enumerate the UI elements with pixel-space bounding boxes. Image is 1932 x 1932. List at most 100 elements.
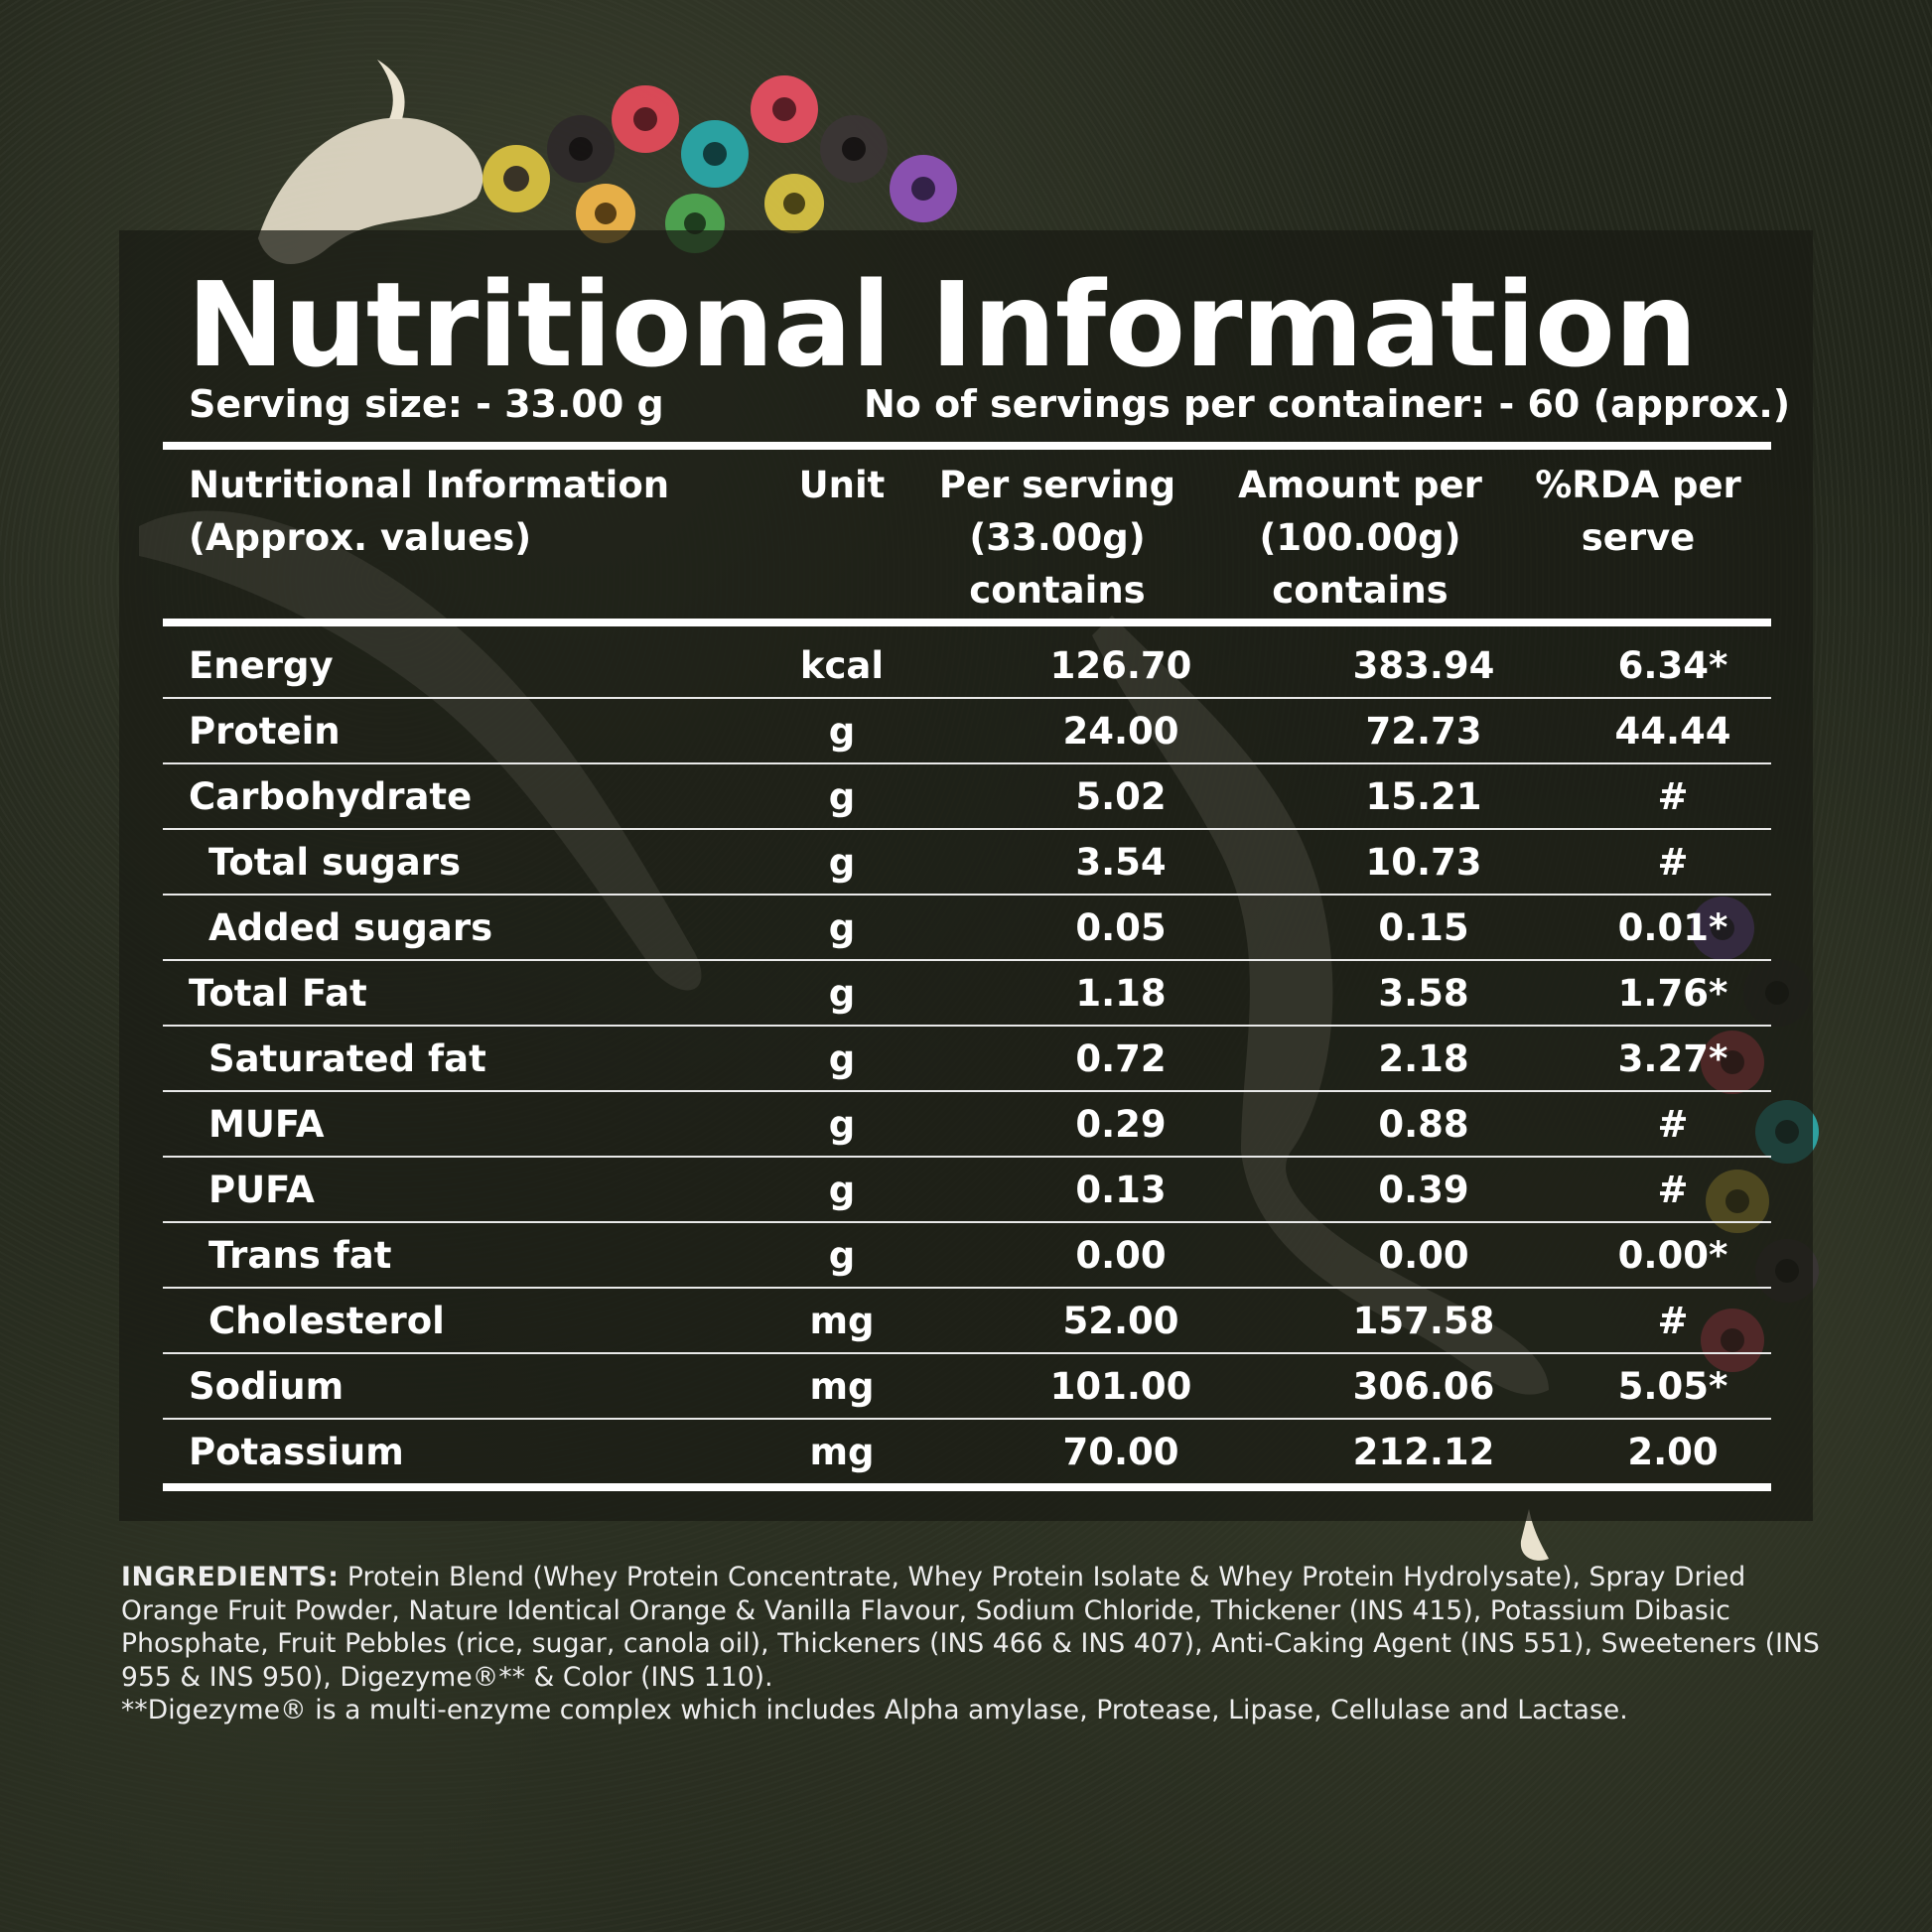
per-100g-value: 157.58: [1352, 1300, 1495, 1342]
nutrient-unit: g: [828, 906, 856, 949]
row-divider: [163, 894, 1771, 896]
row-divider: [163, 1352, 1771, 1354]
per-100g-value: 306.06: [1352, 1365, 1495, 1408]
header-nutrient-line: (Approx. values): [189, 516, 532, 559]
ingredients-label: INGREDIENTS:: [121, 1562, 340, 1592]
table-row: Total Fat g 1.18 3.58 1.76*: [163, 961, 1771, 1027]
nutrient-name: Energy: [189, 644, 334, 687]
table-row: MUFA g 0.29 0.88 #: [163, 1092, 1771, 1158]
per-serving-value: 101.00: [1049, 1365, 1192, 1408]
nutrient-name: Cholesterol: [208, 1300, 445, 1342]
ingredients-text: Protein Blend (Whey Protein Concentrate,…: [121, 1562, 1820, 1693]
nutrient-unit: kcal: [799, 644, 885, 687]
rda-value: 5.05*: [1617, 1365, 1728, 1408]
nutrient-unit: g: [828, 710, 856, 753]
ingredients-section: INGREDIENTS: Protein Blend (Whey Protein…: [121, 1561, 1829, 1727]
header-rda-line: serve: [1581, 516, 1696, 559]
nutrient-unit: g: [828, 1103, 856, 1146]
nutrient-name: Added sugars: [208, 906, 493, 949]
nutrient-name: Sodium: [189, 1365, 345, 1408]
header-per-100g-line: (100.00g): [1259, 516, 1461, 559]
table-row: Trans fat g 0.00 0.00 0.00*: [163, 1223, 1771, 1289]
per-100g-value: 0.00: [1378, 1234, 1469, 1277]
per-serving-value: 24.00: [1062, 710, 1179, 753]
row-divider: [163, 1221, 1771, 1223]
row-divider: [163, 959, 1771, 961]
nutrient-unit: mg: [809, 1300, 875, 1342]
table-row: Total sugars g 3.54 10.73 #: [163, 830, 1771, 896]
nutrient-unit: g: [828, 1234, 856, 1277]
per-serving-value: 0.72: [1075, 1037, 1167, 1080]
nutrient-unit: g: [828, 1037, 856, 1080]
rda-value: 1.76*: [1617, 972, 1728, 1015]
rda-value: #: [1657, 841, 1689, 884]
table-row: Potassium mg 70.00 212.12 2.00: [163, 1420, 1771, 1485]
row-divider: [163, 1090, 1771, 1092]
table-row: Cholesterol mg 52.00 157.58 #: [163, 1289, 1771, 1354]
per-serving-value: 126.70: [1049, 644, 1192, 687]
table-row: PUFA g 0.13 0.39 #: [163, 1158, 1771, 1223]
per-serving-value: 1.18: [1075, 972, 1167, 1015]
nutrient-unit: g: [828, 775, 856, 818]
table-row: Energy kcal 126.70 383.94 6.34*: [163, 633, 1771, 699]
rda-value: 3.27*: [1617, 1037, 1728, 1080]
rda-value: 2.00: [1627, 1431, 1719, 1473]
per-serving-value: 0.13: [1075, 1169, 1167, 1211]
nutrient-name: Total sugars: [208, 841, 462, 884]
row-divider: [163, 1025, 1771, 1027]
per-100g-value: 0.39: [1378, 1169, 1469, 1211]
table-row: Saturated fat g 0.72 2.18 3.27*: [163, 1027, 1771, 1092]
header-nutrient: Nutritional Information (Approx. values): [189, 459, 669, 564]
rda-value: #: [1657, 775, 1689, 818]
per-serving-value: 70.00: [1062, 1431, 1179, 1473]
per-100g-value: 15.21: [1365, 775, 1482, 818]
header-per-100g-line: Amount per: [1238, 464, 1482, 506]
nutrient-name: Potassium: [189, 1431, 404, 1473]
header-nutrient-line: Nutritional Information: [189, 464, 670, 506]
row-divider: [163, 1156, 1771, 1158]
per-100g-value: 383.94: [1352, 644, 1495, 687]
nutrient-unit: g: [828, 841, 856, 884]
ingredients-paragraph: INGREDIENTS: Protein Blend (Whey Protein…: [121, 1561, 1829, 1694]
header-unit-line: Unit: [798, 464, 886, 506]
nutrient-name: Protein: [189, 710, 341, 753]
header-per-serving-line: (33.00g): [969, 516, 1146, 559]
per-100g-value: 0.88: [1378, 1103, 1469, 1146]
header-per-100g-line: contains: [1272, 569, 1449, 612]
nutrient-name: Saturated fat: [208, 1037, 486, 1080]
rda-value: #: [1657, 1300, 1689, 1342]
per-serving-value: 52.00: [1062, 1300, 1179, 1342]
table-row: Carbohydrate g 5.02 15.21 #: [163, 764, 1771, 830]
table-row: Sodium mg 101.00 306.06 5.05*: [163, 1354, 1771, 1420]
rda-value: #: [1657, 1103, 1689, 1146]
header-per-serving-line: Per serving: [938, 464, 1176, 506]
table-row: Protein g 24.00 72.73 44.44: [163, 699, 1771, 764]
per-serving-value: 0.00: [1075, 1234, 1167, 1277]
per-100g-value: 2.18: [1378, 1037, 1469, 1080]
nutrient-unit: g: [828, 1169, 856, 1211]
nutrient-unit: mg: [809, 1365, 875, 1408]
header-per-serving-line: contains: [969, 569, 1146, 612]
row-divider: [163, 828, 1771, 830]
per-100g-value: 0.15: [1378, 906, 1469, 949]
rda-value: 6.34*: [1617, 644, 1728, 687]
header-rda-line: %RDA per: [1535, 464, 1741, 506]
per-100g-value: 72.73: [1365, 710, 1482, 753]
header-per-100g: Amount per (100.00g) contains: [1236, 459, 1484, 617]
per-100g-value: 3.58: [1378, 972, 1469, 1015]
ingredients-footnote: **Digezyme® is a multi-enzyme complex wh…: [121, 1695, 1628, 1725]
per-serving-value: 3.54: [1075, 841, 1167, 884]
servings-per-container: No of servings per container: - 60 (appr…: [864, 382, 1791, 426]
per-100g-value: 212.12: [1352, 1431, 1495, 1473]
nutrient-unit: g: [828, 972, 856, 1015]
per-serving-value: 5.02: [1075, 775, 1167, 818]
serving-size: Serving size: - 33.00 g: [189, 382, 664, 426]
per-100g-value: 10.73: [1365, 841, 1482, 884]
table-row: Added sugars g 0.05 0.15 0.01*: [163, 896, 1771, 961]
nutrient-name: Carbohydrate: [189, 775, 473, 818]
header-per-serving: Per serving (33.00g) contains: [933, 459, 1181, 617]
row-divider: [163, 1418, 1771, 1420]
page-title: Nutritional Information: [187, 256, 1698, 393]
row-divider: [163, 762, 1771, 764]
header-unit: Unit: [759, 459, 925, 511]
